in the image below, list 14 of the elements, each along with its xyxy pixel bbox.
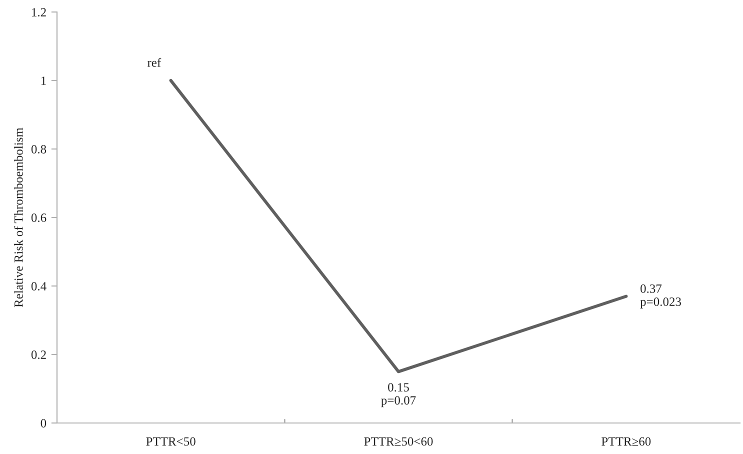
y-axis-title: Relative Risk of Thromboembolism bbox=[14, 128, 23, 308]
x-tick-label: PTTR≥60 bbox=[602, 437, 651, 446]
x-tick-label: PTTR<50 bbox=[146, 437, 196, 446]
y-tick-label: 0 bbox=[40, 419, 46, 428]
y-tick-label: 0.8 bbox=[31, 145, 46, 154]
data-label: 0.37 p=0.023 bbox=[640, 284, 681, 308]
y-tick-label: 0.6 bbox=[31, 214, 46, 222]
y-tick-label: 0.2 bbox=[31, 350, 46, 360]
data-label: ref bbox=[147, 58, 162, 67]
y-tick-label: 1.2 bbox=[32, 8, 46, 17]
x-tick-label: PTTR≥50<60 bbox=[364, 437, 433, 446]
y-tick-label: 0.4 bbox=[31, 282, 46, 291]
data-label: 0.15 p=0.07 bbox=[381, 383, 416, 408]
y-tick-label: 1 bbox=[41, 76, 46, 85]
